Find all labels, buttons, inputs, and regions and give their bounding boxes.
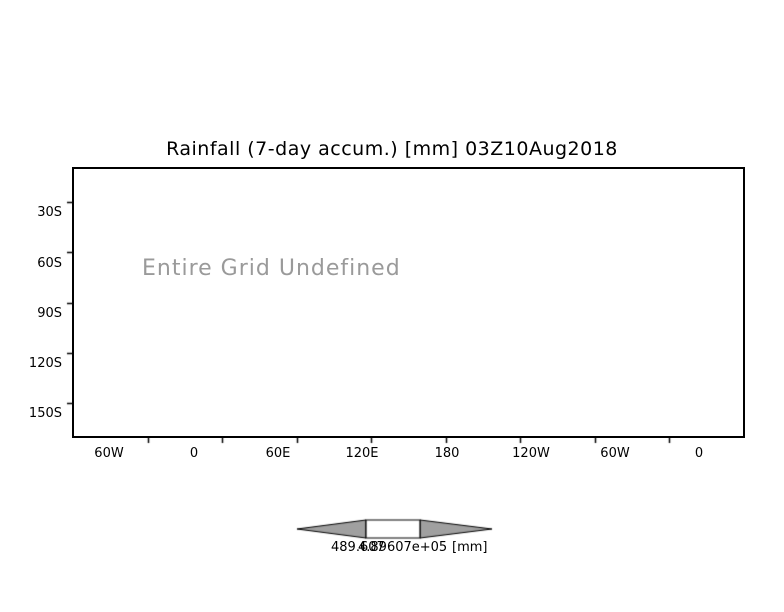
ytick-label-0: 30S xyxy=(37,205,62,220)
plot-frame xyxy=(72,167,745,438)
colorbar-max-label: 4.89607e+05 xyxy=(358,540,448,555)
xtick-label-4: 180 xyxy=(434,446,460,461)
xtick-label-0: 60W xyxy=(94,446,124,461)
xtick-label-5: 120W xyxy=(512,446,550,461)
ytick-label-4: 150S xyxy=(28,406,62,421)
colorbar-units-label: [mm] xyxy=(452,540,488,555)
entire-grid-undefined-message: Entire Grid Undefined xyxy=(142,256,401,281)
xtick-label-7: 0 xyxy=(694,446,704,461)
xtick-label-6: 60W xyxy=(600,446,630,461)
xtick-label-3: 120E xyxy=(345,446,379,461)
ytick-label-1: 60S xyxy=(37,256,62,271)
colorbar-min-label: 489.607 xyxy=(331,540,385,555)
ytick-label-2: 90S xyxy=(37,306,62,321)
ytick-label-3: 120S xyxy=(28,356,62,371)
chart-title: Rainfall (7-day accum.) [mm] 03Z10Aug201… xyxy=(166,138,618,160)
xtick-label-1: 0 xyxy=(189,446,199,461)
xtick-label-2: 60E xyxy=(265,446,291,461)
